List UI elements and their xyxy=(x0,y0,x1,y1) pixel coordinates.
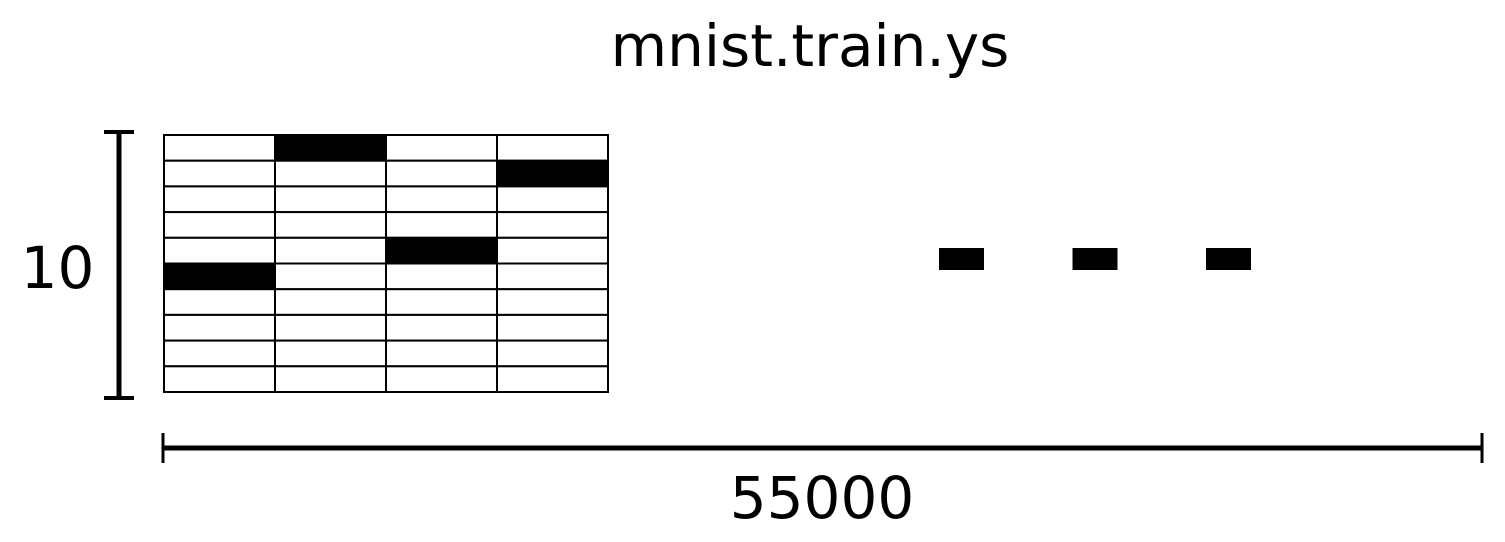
matrix-cell xyxy=(274,185,387,214)
matrix-cell xyxy=(385,288,498,316)
matrix-cell xyxy=(274,262,387,291)
diagram-title: mnist.train.ys xyxy=(610,12,1010,80)
matrix-cell xyxy=(496,134,609,162)
matrix-cell xyxy=(163,313,276,342)
matrix-cell xyxy=(274,365,387,393)
matrix-cell xyxy=(496,365,609,393)
ellipsis-dash xyxy=(939,248,984,270)
matrix-cell xyxy=(163,288,276,316)
matrix-cell xyxy=(496,339,609,368)
matrix-cell-hot xyxy=(274,134,387,162)
rows-dimension-bracket xyxy=(104,130,134,400)
matrix-cell xyxy=(163,185,276,214)
matrix-cell xyxy=(274,159,387,188)
matrix-cell xyxy=(496,262,609,291)
matrix-cell-hot xyxy=(385,236,498,265)
matrix-cell xyxy=(163,236,276,265)
ellipsis-dash xyxy=(1072,248,1118,270)
matrix-cell-hot xyxy=(163,262,276,291)
matrix-cell xyxy=(385,211,498,239)
matrix-cell xyxy=(274,288,387,316)
matrix-cell xyxy=(274,313,387,342)
matrix-cell xyxy=(496,313,609,342)
matrix-cell xyxy=(496,185,609,214)
matrix-cell xyxy=(496,211,609,239)
columns-dimension-label: 55000 xyxy=(729,464,915,532)
matrix-cell xyxy=(496,236,609,265)
rows-dimension-label: 10 xyxy=(20,234,95,302)
matrix-cell xyxy=(163,211,276,239)
columns-dimension-bracket xyxy=(161,433,1484,463)
matrix-cell-hot xyxy=(496,159,609,188)
one-hot-matrix xyxy=(163,134,609,393)
matrix-cell xyxy=(163,339,276,368)
matrix-cell xyxy=(274,339,387,368)
matrix-cell xyxy=(385,365,498,393)
matrix-cell xyxy=(385,313,498,342)
matrix-cell xyxy=(163,134,276,162)
matrix-cell xyxy=(385,134,498,162)
matrix-cell xyxy=(274,236,387,265)
matrix-cell xyxy=(163,365,276,393)
matrix-cell xyxy=(496,288,609,316)
matrix-cell xyxy=(274,211,387,239)
matrix-cell xyxy=(163,159,276,188)
matrix-cell xyxy=(385,185,498,214)
ellipsis-dash xyxy=(1206,248,1251,270)
matrix-cell xyxy=(385,159,498,188)
ellipsis-continuation xyxy=(939,248,1251,270)
matrix-cell xyxy=(385,339,498,368)
matrix-cell xyxy=(385,262,498,291)
